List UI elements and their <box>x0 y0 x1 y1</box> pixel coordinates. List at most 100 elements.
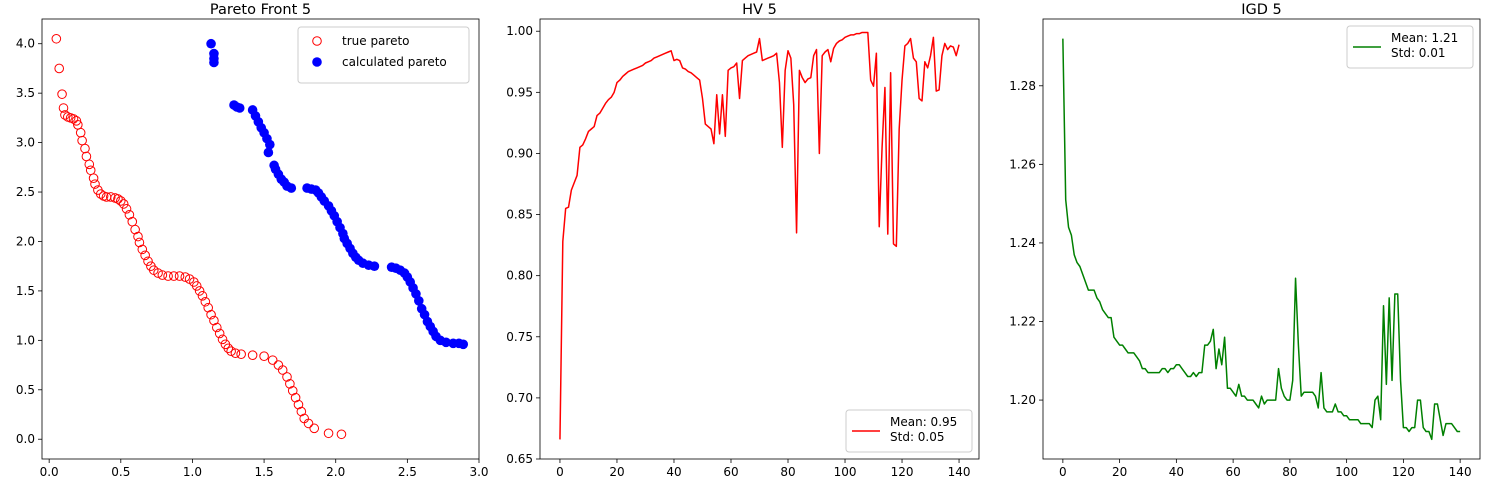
legend: true pareto calculated pareto <box>297 26 470 84</box>
series-calculated-pareto <box>206 38 469 350</box>
data-point <box>169 271 179 281</box>
x-tick-label: 20 <box>609 465 624 479</box>
data-point <box>309 423 320 434</box>
data-point <box>287 385 298 396</box>
y-tick-label: 0.0 <box>16 432 35 446</box>
data-point <box>127 216 138 227</box>
data-point <box>153 268 163 278</box>
data-point <box>84 159 95 170</box>
x-tick-label: 120 <box>1392 465 1415 479</box>
x-tick-label: 40 <box>1169 465 1184 479</box>
data-point <box>209 315 219 326</box>
chart-title: Pareto Front 5 <box>210 2 311 18</box>
chart-panel-2: HV 5 0 20 40 60 80 100 120 140 0.65 0.70 0.75 0.80 0.… <box>506 2 980 479</box>
data-point <box>265 139 275 150</box>
x-tick-label: 1.5 <box>255 465 274 479</box>
x-tick-label: 20 <box>1112 465 1127 479</box>
data-point <box>458 339 469 350</box>
data-point <box>85 165 96 176</box>
data-point <box>163 271 173 281</box>
y-tick-label: 1.22 <box>1009 315 1036 329</box>
series-line <box>1062 38 1461 441</box>
y-tick-label: 1.28 <box>1009 79 1036 93</box>
legend-marker <box>312 36 322 46</box>
y-tick-label: 0.95 <box>506 85 533 99</box>
plot-area <box>559 31 960 440</box>
data-point <box>234 103 245 113</box>
data-point <box>336 429 347 440</box>
legend-label: Mean: 1.21 <box>1391 31 1458 45</box>
data-point <box>54 63 64 74</box>
legend-box <box>1346 25 1474 69</box>
data-point <box>174 271 185 281</box>
data-point <box>71 116 82 126</box>
y-tick-label: 2.0 <box>16 234 35 248</box>
data-point <box>226 346 236 357</box>
data-point <box>75 127 86 138</box>
y-tick-label: 0.80 <box>506 269 533 283</box>
plot-area <box>51 33 469 440</box>
data-point <box>140 250 150 261</box>
axes-frame <box>1042 18 1481 460</box>
data-point <box>203 302 214 313</box>
y-tick-label: 1.24 <box>1009 236 1036 250</box>
legend-label: calculated pareto <box>342 55 447 69</box>
data-point <box>290 392 301 403</box>
x-tick-label: 0 <box>556 465 564 479</box>
x-tick-label: 60 <box>1225 465 1240 479</box>
data-point <box>286 183 297 193</box>
data-point <box>212 322 222 333</box>
legend-label: Std: 0.01 <box>1391 46 1446 60</box>
data-point <box>369 261 380 271</box>
data-point <box>223 343 234 354</box>
x-tick-label: 1.0 <box>183 465 202 479</box>
data-point <box>130 224 140 235</box>
y-tick-label: 2.5 <box>16 185 35 199</box>
y-tick-label: 0.90 <box>506 146 533 160</box>
data-point <box>263 147 274 158</box>
data-point <box>105 192 116 202</box>
y-tick-label: 0.65 <box>506 452 533 466</box>
legend-label: Mean: 0.95 <box>890 415 957 429</box>
y-tick-label: 0.75 <box>506 330 533 344</box>
y-tick-label: 1.26 <box>1009 157 1036 171</box>
data-point <box>303 418 314 429</box>
x-tick-label: 80 <box>1282 465 1297 479</box>
x-tick-label: 80 <box>780 465 795 479</box>
data-point <box>191 281 202 291</box>
data-point <box>285 379 295 389</box>
data-point <box>118 199 129 209</box>
y-tick-label: 1.5 <box>16 284 35 298</box>
data-point <box>236 349 246 359</box>
data-point <box>121 204 132 214</box>
x-tick-label: 2.5 <box>398 465 417 479</box>
data-point <box>90 179 100 189</box>
y-tick-label: 1.00 <box>506 24 533 38</box>
data-point <box>157 270 168 280</box>
data-point <box>282 372 292 382</box>
x-tick-label: 60 <box>723 465 738 479</box>
data-point <box>323 428 334 439</box>
data-point <box>214 328 225 339</box>
data-point <box>194 286 205 296</box>
y-tick-label: 3.5 <box>16 86 35 100</box>
data-point <box>200 296 211 307</box>
data-point <box>57 89 67 99</box>
data-point <box>143 256 153 267</box>
legend-label: Std: 0.05 <box>890 430 945 444</box>
data-point <box>217 334 228 345</box>
y-tick-label: 3.0 <box>16 136 35 150</box>
data-point <box>81 151 92 162</box>
legend-label: true pareto <box>342 34 410 48</box>
data-point <box>80 143 90 154</box>
x-tick-label: 40 <box>666 465 681 479</box>
data-point <box>267 355 278 365</box>
data-point <box>133 231 143 242</box>
x-tick-label: 2.0 <box>326 465 345 479</box>
data-point <box>180 272 191 282</box>
data-point <box>137 244 148 255</box>
x-tick-label: 0.5 <box>111 465 130 479</box>
